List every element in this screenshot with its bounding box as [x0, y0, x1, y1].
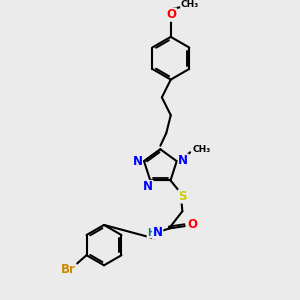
Text: CH₃: CH₃ — [181, 0, 199, 9]
Text: S: S — [178, 190, 187, 203]
Text: N: N — [178, 154, 188, 167]
Text: N: N — [153, 226, 163, 239]
Text: N: N — [133, 155, 142, 168]
Text: O: O — [167, 8, 176, 21]
Text: Br: Br — [61, 263, 76, 276]
Text: O: O — [188, 218, 197, 231]
Text: H: H — [147, 228, 155, 238]
Text: N: N — [143, 181, 153, 194]
Text: CH₃: CH₃ — [192, 145, 211, 154]
